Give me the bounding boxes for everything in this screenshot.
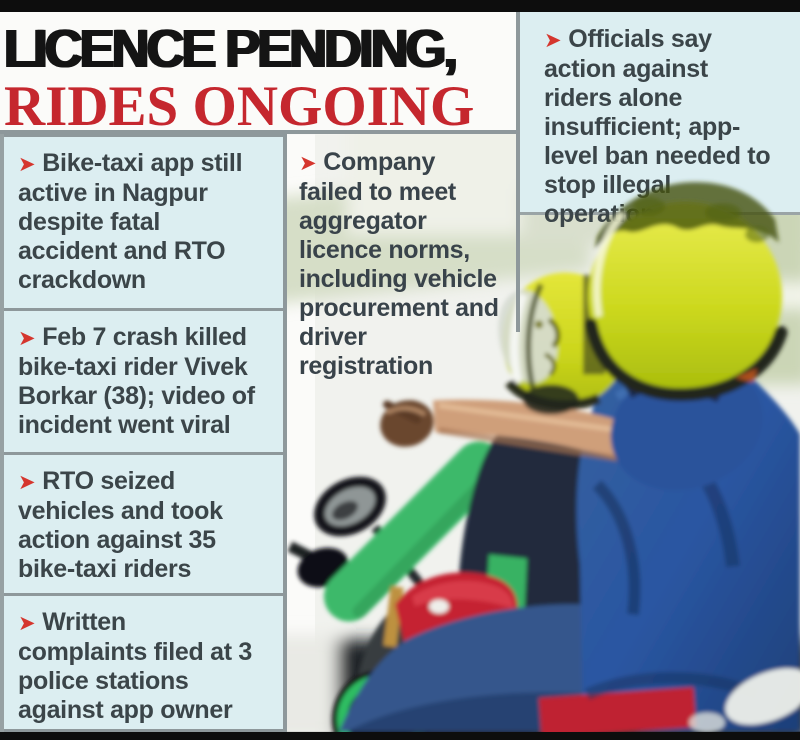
fact-text: ➤ Feb 7 crash killed bike-taxi rider Vive…: [18, 323, 255, 439]
street-photo-foreground: [287, 182, 800, 732]
top-rule: [0, 0, 800, 12]
headline-line2: RIDES ONGOING: [4, 75, 475, 138]
bullet-arrow-icon: ➤: [18, 152, 36, 176]
bullet-arrow-icon: ➤: [18, 326, 36, 350]
callout-company-body: Company failed to meet aggregator licenc…: [299, 148, 499, 380]
fact-box-app-active: ➤ Bike-taxi app still active in Nagpur de…: [4, 134, 283, 308]
callout-officials-body: Officials say action against riders alon…: [544, 25, 771, 228]
bullet-arrow-icon: ➤: [18, 611, 36, 635]
fact-body: Bike-taxi app still active in Nagpur des…: [18, 149, 243, 294]
fact-text: ➤ RTO seized vehicles and took action aga…: [18, 467, 223, 583]
callout-company: ➤ Company failed to meet aggregator licen…: [299, 148, 504, 381]
callout-officials: ➤ Officials say action against riders alo…: [520, 12, 800, 228]
fact-body: Written complaints filed at 3 police sta…: [18, 608, 253, 724]
bullet-arrow-icon: ➤: [299, 151, 317, 175]
fact-text: ➤ Written complaints filed at 3 police st…: [18, 608, 252, 724]
pointing-finger: [383, 400, 421, 424]
fact-text: ➤ Bike-taxi app still active in Nagpur de…: [18, 149, 243, 294]
light-streak: [689, 712, 725, 732]
headline-block: LICENCE PENDING, RIDES ONGOING: [0, 12, 517, 138]
headline-line1: LICENCE PENDING,: [4, 19, 458, 79]
passenger-helmet: [583, 182, 788, 402]
bottom-rule: [0, 730, 800, 740]
fact-box-rto-action: ➤ RTO seized vehicles and took action aga…: [4, 452, 283, 593]
fact-body: RTO seized vehicles and took action agai…: [18, 467, 223, 583]
bike-seat: [538, 687, 697, 732]
vertical-divider: [516, 12, 520, 332]
fact-box-complaints: ➤ Written complaints filed at 3 police st…: [4, 593, 283, 732]
fact-box-crash: ➤ Feb 7 crash killed bike-taxi rider Vive…: [4, 308, 283, 452]
fact-body: Feb 7 crash killed bike-taxi rider Vivek…: [18, 323, 255, 439]
bullet-arrow-icon: ➤: [18, 470, 36, 494]
pointing-arm: [433, 399, 655, 467]
left-fact-column: ➤ Bike-taxi app still active in Nagpur de…: [0, 134, 287, 732]
callout-officials-text: ➤ Officials say action against riders alo…: [544, 25, 781, 229]
light-streak: [725, 668, 800, 725]
headline-rule: [0, 130, 517, 134]
bullet-arrow-icon: ➤: [544, 28, 562, 52]
